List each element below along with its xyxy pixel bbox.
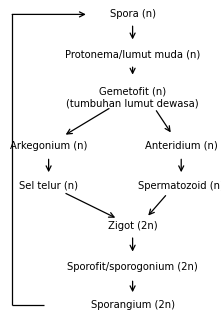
Text: Gemetofit (n)
(tumbuhan lumut dewasa): Gemetofit (n) (tumbuhan lumut dewasa) (66, 86, 199, 109)
Text: Zigot (2n): Zigot (2n) (108, 220, 157, 231)
Text: Arkegonium (n): Arkegonium (n) (10, 140, 87, 151)
Text: Sel telur (n): Sel telur (n) (19, 180, 78, 191)
Text: Sporofit/sporogonium (2n): Sporofit/sporogonium (2n) (67, 262, 198, 272)
Text: Protonema/lumut muda (n): Protonema/lumut muda (n) (65, 49, 200, 60)
Text: Spora (n): Spora (n) (110, 9, 156, 20)
Text: Anteridium (n): Anteridium (n) (145, 140, 218, 151)
Text: Spermatozoid (n): Spermatozoid (n) (138, 180, 221, 191)
Text: Sporangium (2n): Sporangium (2n) (91, 300, 175, 310)
